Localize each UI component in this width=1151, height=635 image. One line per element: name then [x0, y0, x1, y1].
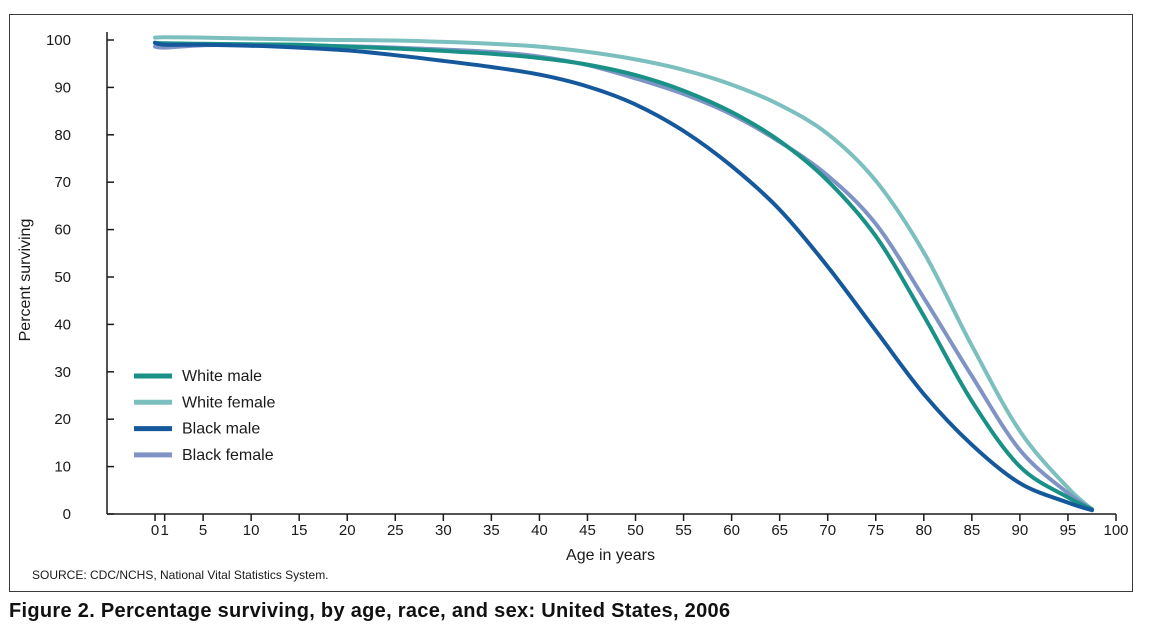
- x-tick-label: 50: [627, 522, 644, 539]
- x-tick-label: 1: [160, 522, 168, 539]
- legend-label: Black female: [182, 447, 274, 464]
- x-tick-label: 100: [1103, 522, 1128, 539]
- x-tick-label: 85: [964, 522, 981, 539]
- legend: White male White female Black male Black fe…: [134, 368, 275, 464]
- legend-label: Black male: [182, 421, 260, 438]
- x-tick-label: 10: [243, 522, 260, 539]
- y-tick-label: 70: [54, 174, 71, 191]
- x-tick-label: 90: [1012, 522, 1029, 539]
- legend-label: White male: [182, 368, 262, 385]
- x-tick-label: 75: [867, 522, 884, 539]
- legend-label: White female: [182, 394, 275, 411]
- series-line-black-male: [153, 40, 1094, 513]
- y-tick-label: 0: [63, 506, 71, 523]
- x-tick-label: 95: [1060, 522, 1077, 539]
- y-tick-label: 10: [54, 459, 71, 476]
- x-tick-label: 30: [435, 522, 452, 539]
- x-tick-label: 0: [151, 522, 159, 539]
- figure-caption: Figure 2. Percentage surviving, by age, …: [9, 600, 731, 622]
- y-tick-label: 100: [46, 32, 71, 49]
- y-tick-label: 50: [54, 269, 71, 286]
- y-tick-label: 40: [54, 316, 71, 333]
- x-tick-label: 45: [579, 522, 596, 539]
- y-tick-label: 30: [54, 364, 71, 381]
- x-tick-label: 35: [483, 522, 500, 539]
- x-tick-label: 15: [291, 522, 308, 539]
- y-tick-label: 20: [54, 411, 71, 428]
- series-line-white-female: [153, 35, 1094, 512]
- x-tick-label: 40: [531, 522, 548, 539]
- series-lines: [153, 35, 1094, 513]
- x-tick-label: 25: [387, 522, 404, 539]
- x-tick-label: 5: [199, 522, 207, 539]
- x-tick-label: 80: [915, 522, 932, 539]
- y-tick-label: 90: [54, 79, 71, 96]
- x-tick-label: 55: [675, 522, 692, 539]
- x-tick-label: 65: [771, 522, 788, 539]
- y-axis-title: Percent surviving: [17, 219, 34, 342]
- source-note: SOURCE: CDC/NCHS, National Vital Statist…: [32, 568, 329, 582]
- x-axis-title: Age in years: [566, 547, 655, 564]
- y-tick-label: 80: [54, 127, 71, 144]
- chart-frame: 0 10 20 30 40 50 60 70 80 90 100 0 1 5 10 15 20 25 30 35 40…: [9, 14, 1133, 592]
- series-line-black-female: [153, 42, 1094, 512]
- x-axis: 0 1 5 10 15 20 25 30 35 40 45 50 55 60 65 70 75 80 85 90 95 1…: [107, 513, 1129, 539]
- y-tick-label: 60: [54, 222, 71, 239]
- x-tick-label: 70: [819, 522, 836, 539]
- series-line-white-male: [153, 40, 1094, 512]
- x-tick-label: 20: [339, 522, 356, 539]
- y-axis: 0 10 20 30 40 50 60 70 80 90 100: [46, 32, 114, 523]
- x-tick-label: 60: [723, 522, 740, 539]
